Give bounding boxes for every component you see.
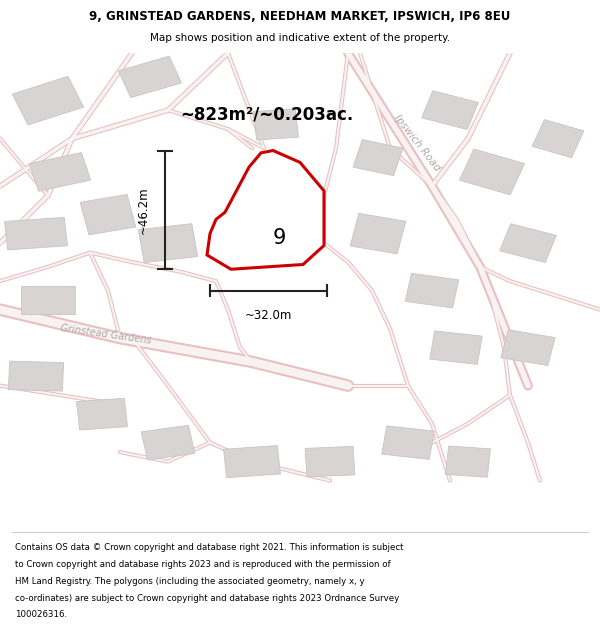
Text: 9: 9 (272, 228, 286, 248)
Text: ~46.2m: ~46.2m (137, 186, 150, 234)
Polygon shape (382, 426, 434, 459)
Polygon shape (13, 76, 83, 125)
Polygon shape (224, 446, 280, 478)
Polygon shape (532, 119, 584, 158)
Polygon shape (8, 361, 64, 391)
Text: co-ordinates) are subject to Crown copyright and database rights 2023 Ordnance S: co-ordinates) are subject to Crown copyr… (15, 594, 399, 602)
Polygon shape (207, 151, 324, 269)
Polygon shape (353, 139, 403, 176)
Polygon shape (141, 425, 195, 460)
Text: ~823m²/~0.203ac.: ~823m²/~0.203ac. (180, 106, 353, 124)
Polygon shape (501, 330, 555, 366)
Polygon shape (5, 217, 67, 250)
Polygon shape (500, 224, 556, 262)
Polygon shape (29, 152, 91, 191)
Text: Map shows position and indicative extent of the property.: Map shows position and indicative extent… (150, 33, 450, 43)
Polygon shape (21, 286, 75, 314)
Polygon shape (405, 273, 459, 308)
Polygon shape (77, 398, 127, 430)
Polygon shape (446, 446, 490, 478)
Polygon shape (430, 331, 482, 364)
Text: 9, GRINSTEAD GARDENS, NEEDHAM MARKET, IPSWICH, IP6 8EU: 9, GRINSTEAD GARDENS, NEEDHAM MARKET, IP… (89, 9, 511, 22)
Polygon shape (305, 446, 355, 477)
Text: Grinstead Gardens: Grinstead Gardens (60, 323, 152, 346)
Polygon shape (80, 194, 136, 235)
Polygon shape (139, 224, 197, 262)
Polygon shape (118, 56, 182, 98)
Polygon shape (460, 149, 524, 195)
Text: to Crown copyright and database rights 2023 and is reproduced with the permissio: to Crown copyright and database rights 2… (15, 559, 391, 569)
Text: Ipswich Road: Ipswich Road (392, 113, 442, 174)
Text: ~32.0m: ~32.0m (245, 309, 292, 322)
Text: HM Land Registry. The polygons (including the associated geometry, namely x, y: HM Land Registry. The polygons (includin… (15, 576, 365, 586)
Polygon shape (254, 109, 298, 140)
Polygon shape (350, 213, 406, 254)
Text: 100026316.: 100026316. (15, 611, 67, 619)
Text: Contains OS data © Crown copyright and database right 2021. This information is : Contains OS data © Crown copyright and d… (15, 542, 404, 552)
Polygon shape (422, 91, 478, 129)
